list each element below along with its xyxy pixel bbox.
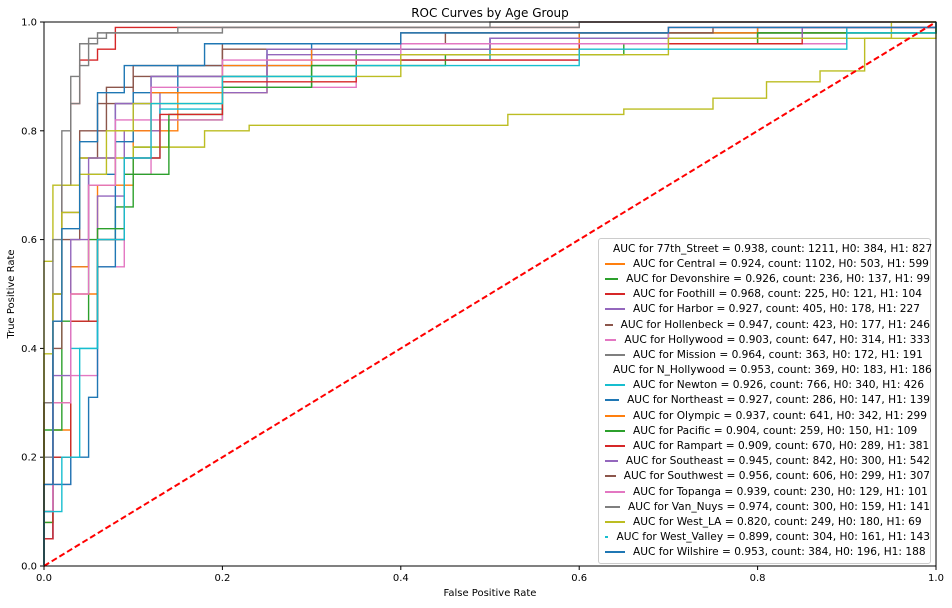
x-tick-label: 0.8 [750, 573, 766, 584]
chart-title: ROC Curves by Age Group [411, 6, 569, 20]
legend-swatch [605, 338, 617, 341]
legend-swatch [605, 353, 625, 356]
legend-item: AUC for Hollenbeck = 0.947, count: 423, … [599, 317, 930, 332]
legend-label: AUC for Hollywood = 0.903, count: 647, H… [624, 333, 930, 346]
roc-curve-19 [43, 22, 937, 566]
legend-label: AUC for Topanga = 0.939, count: 230, H0:… [633, 485, 928, 498]
legend-swatch [605, 414, 625, 417]
x-tick-label: 0.2 [214, 573, 230, 584]
roc-curve-20 [43, 22, 937, 566]
legend-label: AUC for Southwest = 0.956, count: 606, H… [623, 470, 930, 483]
plot-frame [43, 21, 937, 567]
x-tick-label: 1.0 [928, 573, 944, 584]
legend-label: AUC for N_Hollywood = 0.953, count: 369,… [613, 364, 932, 377]
legend-item: AUC for Devonshire = 0.926, count: 236, … [599, 271, 930, 286]
y-tick-label: 0.4 [21, 344, 37, 355]
legend-item: AUC for Southeast = 0.945, count: 842, H… [599, 454, 930, 469]
legend-label: AUC for Northeast = 0.927, count: 286, H… [627, 394, 930, 407]
x-tick-label: 0.6 [571, 573, 587, 584]
legend-label: AUC for 77th_Street = 0.938, count: 1211… [613, 242, 933, 255]
legend-label: AUC for Devonshire = 0.926, count: 236, … [626, 272, 930, 285]
legend-swatch [605, 551, 625, 554]
legend-swatch [605, 505, 621, 508]
legend-item: AUC for Wilshire = 0.953, count: 384, H0… [599, 545, 930, 560]
legend-item: AUC for Mission = 0.964, count: 363, H0:… [599, 347, 930, 362]
legend-swatch [605, 308, 625, 311]
x-tick-label: 0.0 [36, 573, 52, 584]
legend-label: AUC for Foothill = 0.968, count: 225, H0… [633, 288, 922, 301]
legend-item: AUC for Harbor = 0.927, count: 405, H0: … [599, 302, 930, 317]
legend-label: AUC for Central = 0.924, count: 1102, H0… [633, 257, 929, 270]
legend-label: AUC for Wilshire = 0.953, count: 384, H0… [633, 546, 926, 559]
legend-item: AUC for Van_Nuys = 0.974, count: 300, H0… [599, 499, 930, 514]
y-tick-label: 0.0 [21, 562, 37, 573]
legend-swatch [605, 460, 618, 463]
legend-swatch [605, 475, 616, 478]
legend-item: AUC for West_Valley = 0.899, count: 304,… [599, 530, 930, 545]
legend-swatch [605, 384, 625, 387]
legend-item: AUC for Rampart = 0.909, count: 670, H0:… [599, 438, 930, 453]
y-tick-label: 0.2 [21, 453, 37, 464]
legend-label: AUC for Rampart = 0.909, count: 670, H0:… [633, 440, 930, 453]
legend-item: AUC for Southwest = 0.956, count: 606, H… [599, 469, 930, 484]
legend-label: AUC for West_Valley = 0.899, count: 304,… [616, 531, 930, 544]
legend-label: AUC for Pacific = 0.904, count: 259, H0:… [633, 424, 918, 437]
legend-item: AUC for Northeast = 0.927, count: 286, H… [599, 393, 930, 408]
x-tick-label: 0.4 [393, 573, 409, 584]
roc-curve-8 [43, 21, 936, 566]
legend-swatch [605, 429, 625, 432]
legend-label: AUC for Mission = 0.964, count: 363, H0:… [633, 348, 923, 361]
legend-label: AUC for Newton = 0.926, count: 766, H0: … [633, 379, 925, 392]
legend-swatch [605, 262, 625, 265]
legend-swatch [605, 445, 625, 448]
roc-curve-18 [43, 22, 937, 566]
legend-item: AUC for West_LA = 0.820, count: 249, H0:… [599, 514, 930, 529]
legend-swatch [605, 399, 620, 402]
legend-item: AUC for N_Hollywood = 0.953, count: 369,… [599, 363, 932, 378]
legend-item: AUC for Hollywood = 0.903, count: 647, H… [599, 332, 930, 347]
legend-swatch [605, 536, 609, 539]
legend-swatch [605, 520, 625, 523]
x-axis-label: False Positive Rate [444, 588, 537, 599]
y-tick-label: 0.8 [21, 126, 37, 137]
legend-swatch [605, 293, 625, 296]
legend-item: AUC for Foothill = 0.968, count: 225, H0… [599, 287, 930, 302]
legend-item: AUC for Olympic = 0.937, count: 641, H0:… [599, 408, 930, 423]
legend-item: AUC for Newton = 0.926, count: 766, H0: … [599, 378, 930, 393]
y-axis-label: True Positive Rate [6, 249, 17, 339]
legend-item: AUC for Central = 0.924, count: 1102, H0… [599, 256, 930, 271]
legend-label: AUC for Van_Nuys = 0.974, count: 300, H0… [628, 500, 930, 513]
legend-item: AUC for 77th_Street = 0.938, count: 1211… [599, 241, 933, 256]
legend-label: AUC for Harbor = 0.927, count: 405, H0: … [633, 303, 920, 316]
chance-diagonal [43, 21, 937, 567]
legend-label: AUC for Hollenbeck = 0.947, count: 423, … [620, 318, 930, 331]
legend-label: AUC for Southeast = 0.945, count: 842, H… [625, 455, 930, 468]
y-tick-label: 1.0 [21, 18, 37, 29]
legend-item: AUC for Topanga = 0.939, count: 230, H0:… [599, 484, 930, 499]
legend-swatch [605, 490, 625, 493]
legend-label: AUC for Olympic = 0.937, count: 641, H0:… [633, 409, 927, 422]
legend-label: AUC for West_LA = 0.820, count: 249, H0:… [633, 515, 922, 528]
legend-swatch [605, 323, 613, 326]
y-tick-label: 0.6 [21, 235, 37, 246]
legend-swatch [605, 277, 619, 280]
legend: AUC for 77th_Street = 0.938, count: 1211… [598, 238, 933, 564]
legend-item: AUC for Pacific = 0.904, count: 259, H0:… [599, 423, 930, 438]
